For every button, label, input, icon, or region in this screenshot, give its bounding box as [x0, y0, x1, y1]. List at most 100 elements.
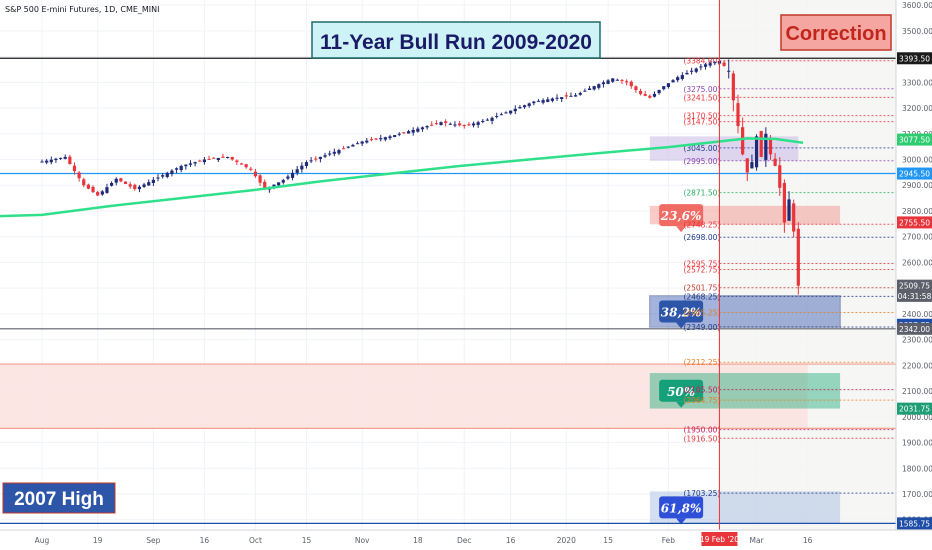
y-tick-label: 1700.00: [902, 490, 932, 499]
candle-body: [532, 101, 536, 104]
x-tick-label: 16: [200, 536, 210, 545]
candle-body: [787, 199, 791, 221]
candle-body: [680, 75, 684, 79]
candle-body: [741, 127, 745, 155]
candle-body: [351, 144, 355, 147]
candle-body: [383, 137, 387, 140]
title-box: [311, 21, 601, 59]
fib-label: (2748.25): [683, 220, 720, 229]
candle-body: [606, 80, 610, 84]
level-lines: [0, 57, 896, 524]
price-tag-label: 2342.00: [899, 325, 930, 334]
candle-body: [583, 90, 587, 92]
candle-body: [708, 63, 712, 66]
candle-body: [439, 122, 443, 126]
candle-body: [638, 90, 643, 94]
candle-body: [58, 157, 63, 159]
candle-body: [509, 110, 513, 114]
candle-body: [216, 157, 220, 161]
x-tick-label: Nov: [355, 536, 370, 545]
candle-body: [722, 62, 726, 66]
fib-label: (1703.25): [683, 489, 720, 498]
y-tick-label: 2700.00: [902, 233, 932, 242]
candle-body: [685, 72, 689, 75]
correction-label: Correction: [785, 23, 886, 45]
candle-body: [156, 177, 160, 179]
candle-body: [290, 172, 295, 178]
candle-body: [550, 98, 554, 101]
y-tick-label: 2900.00: [902, 181, 932, 190]
candle-body: [244, 164, 248, 168]
x-tick-label: Oct: [249, 536, 262, 545]
high-2007-label: 2007 High: [14, 489, 104, 510]
candle-body: [745, 158, 749, 173]
candle-body: [379, 138, 383, 140]
candle-body: [286, 176, 290, 179]
candle-body: [277, 182, 281, 186]
candle-body: [100, 191, 104, 195]
candle-body: [198, 160, 202, 162]
price-tag: [897, 402, 932, 415]
candle-body: [768, 137, 773, 155]
candle-body: [620, 80, 624, 82]
candle-body: [448, 123, 452, 125]
candle-body: [151, 179, 155, 184]
candle-body: [736, 103, 740, 127]
fib-label: (2349.00): [683, 323, 720, 332]
candle-body: [703, 64, 708, 67]
candle-body: [592, 86, 596, 90]
fib-zone-tag: [659, 496, 704, 519]
candle-body: [555, 97, 559, 99]
candle-body: [652, 93, 657, 97]
candle-body: [221, 156, 225, 158]
fib-zone-tag-pointer: [676, 401, 687, 408]
correction-area: [719, 0, 896, 530]
y-tick-label: 2200.00: [902, 361, 932, 370]
candle-body: [179, 165, 183, 171]
candle-body: [513, 108, 517, 112]
candle-body: [518, 107, 522, 109]
candle-body: [648, 95, 652, 98]
high-2007-box: [2, 482, 116, 514]
y-tick-label: 2300.00: [902, 336, 932, 345]
candle-body: [235, 160, 239, 163]
price-tag-label: 2031.75: [899, 405, 930, 414]
x-tick-label: 15: [603, 536, 613, 545]
x-tick-label: Dec: [457, 536, 472, 545]
x-tick-label: 19: [93, 536, 103, 545]
candle-body: [188, 163, 193, 165]
candle-body: [323, 155, 327, 157]
candle-body: [485, 119, 490, 121]
y-tick-label: 2400.00: [902, 310, 932, 319]
fib-label: (2064.75): [683, 396, 720, 405]
x-tick-label: 18: [413, 536, 423, 545]
fib-levels: (3384.00) (3275.00)(3241.50) (3170.50)(314…: [683, 57, 896, 498]
ema-line: [0, 137, 804, 218]
candle-body: [458, 123, 462, 126]
y-tick-label: 1800.00: [902, 464, 932, 473]
candle-body: [193, 162, 197, 164]
candle-body: [402, 132, 406, 134]
candle-body: [263, 181, 267, 190]
y-tick-label: 3500.00: [902, 27, 932, 36]
candle-body: [170, 170, 174, 174]
candle-body: [96, 191, 100, 196]
candle-body: [86, 184, 90, 189]
y-tick-label: 2000.00: [902, 413, 932, 422]
candle-body: [574, 95, 578, 97]
candle-body: [346, 146, 350, 148]
candle-body: [453, 124, 457, 126]
candle-body: [226, 156, 230, 158]
candle-body: [328, 153, 332, 155]
candle-body: [295, 169, 299, 173]
fib-label: (2105.50): [683, 386, 720, 395]
candle-body: [165, 172, 169, 177]
candle-body: [365, 140, 369, 143]
candle-body: [82, 179, 86, 186]
candle-body: [397, 133, 401, 135]
candle-body: [759, 130, 763, 157]
crosshair-date-label: 19 Feb '20: [700, 535, 739, 544]
x-tick-label: 16: [803, 536, 813, 545]
candle-body: [300, 165, 304, 170]
